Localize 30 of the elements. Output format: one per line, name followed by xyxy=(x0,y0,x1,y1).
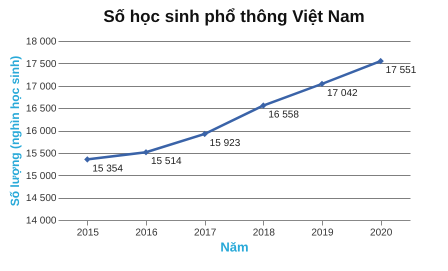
y-tick-label: 16 500 xyxy=(26,104,57,115)
data-label: 17 551 xyxy=(386,65,417,76)
point xyxy=(318,80,326,88)
x-tick-label: 2018 xyxy=(252,228,276,238)
data-label: 15 514 xyxy=(151,156,182,168)
y-tick-label: 14 500 xyxy=(26,193,57,204)
y-axis-title: Số lượng (nghìn học sinh) xyxy=(8,56,22,206)
x-tick-label: 2019 xyxy=(311,228,334,238)
data-label: 17 042 xyxy=(327,88,358,99)
x-tick-label: 2020 xyxy=(370,228,393,238)
chart-title: Số học sinh phổ thông Việt Nam xyxy=(103,7,365,26)
y-tick-label: 16 000 xyxy=(26,126,57,137)
y-tick-label: 18 000 xyxy=(26,36,57,48)
y-tick-label: 15 500 xyxy=(26,148,57,160)
x-tick-label: 2015 xyxy=(76,228,100,238)
point xyxy=(142,149,150,156)
x-tick-label: 2017 xyxy=(194,228,217,238)
data-label: 16 558 xyxy=(268,110,300,121)
x-tick-label: 2016 xyxy=(135,228,158,238)
point xyxy=(260,102,266,109)
data-label: 15 923 xyxy=(210,138,241,149)
y-tick-label: 15 000 xyxy=(26,170,57,182)
point xyxy=(202,130,208,138)
point xyxy=(378,58,384,64)
point xyxy=(84,156,90,163)
data-label: 15 354 xyxy=(92,163,124,174)
y-tick-label: 14 000 xyxy=(26,216,57,226)
y-tick-label: 17 000 xyxy=(26,81,57,92)
y-tick-label: 17 500 xyxy=(26,58,57,70)
x-axis-title: Năm xyxy=(220,240,249,254)
